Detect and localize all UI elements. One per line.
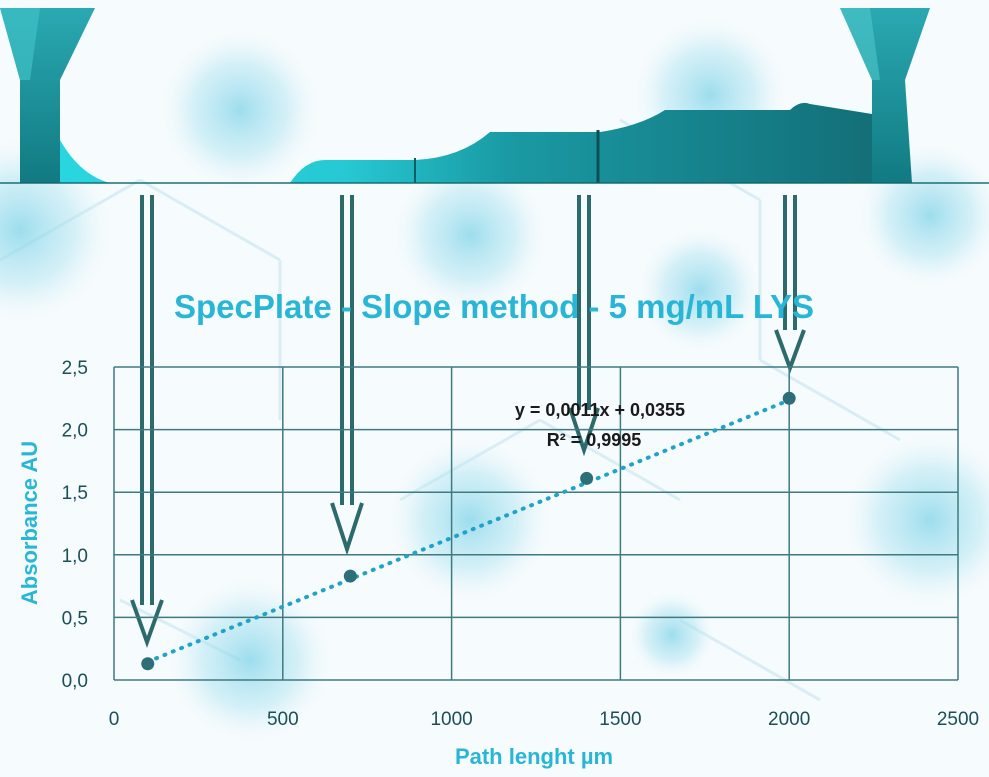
y-tick-label: 2,5 — [62, 358, 88, 379]
data-point — [141, 657, 155, 671]
data-point — [580, 471, 594, 485]
trendline-path — [145, 398, 792, 664]
glow-circles — [0, 20, 989, 740]
x-tick-label: 1500 — [599, 709, 641, 730]
measurement-arrows — [130, 195, 806, 648]
trendline-r-squared: R² = 0,9995 — [547, 430, 642, 450]
chart-title: SpecPlate - Slope method - 5 mg/mL LYS — [174, 288, 814, 325]
x-tick-label: 1000 — [430, 709, 472, 730]
data-point — [343, 569, 357, 583]
specplate-cross-section — [0, 8, 989, 184]
y-axis-title: Absorbance AU — [17, 441, 42, 605]
data-point — [782, 391, 796, 405]
x-tick-label: 500 — [267, 709, 299, 730]
x-tick-label: 2500 — [937, 709, 979, 730]
y-tick-label: 0,5 — [62, 608, 88, 629]
y-tick-label: 0,0 — [62, 671, 88, 692]
x-tick-label: 0 — [109, 709, 120, 730]
y-tick-label: 1,0 — [62, 546, 88, 567]
trendline-equation: y = 0,0011x + 0,0355 — [515, 400, 685, 420]
chart-grid — [113, 366, 959, 681]
y-tick-label: 1,5 — [62, 483, 88, 504]
x-axis-ticks: 0 500 1000 1500 2000 2500 — [109, 709, 979, 730]
y-axis-ticks: 0,0 0,5 1,0 1,5 2,0 2,5 — [62, 358, 88, 692]
x-tick-label: 2000 — [768, 709, 810, 730]
x-axis-title: Path lenght µm — [455, 744, 613, 769]
trendline — [145, 398, 792, 664]
data-points — [141, 391, 796, 671]
y-tick-label: 2,0 — [62, 421, 88, 442]
